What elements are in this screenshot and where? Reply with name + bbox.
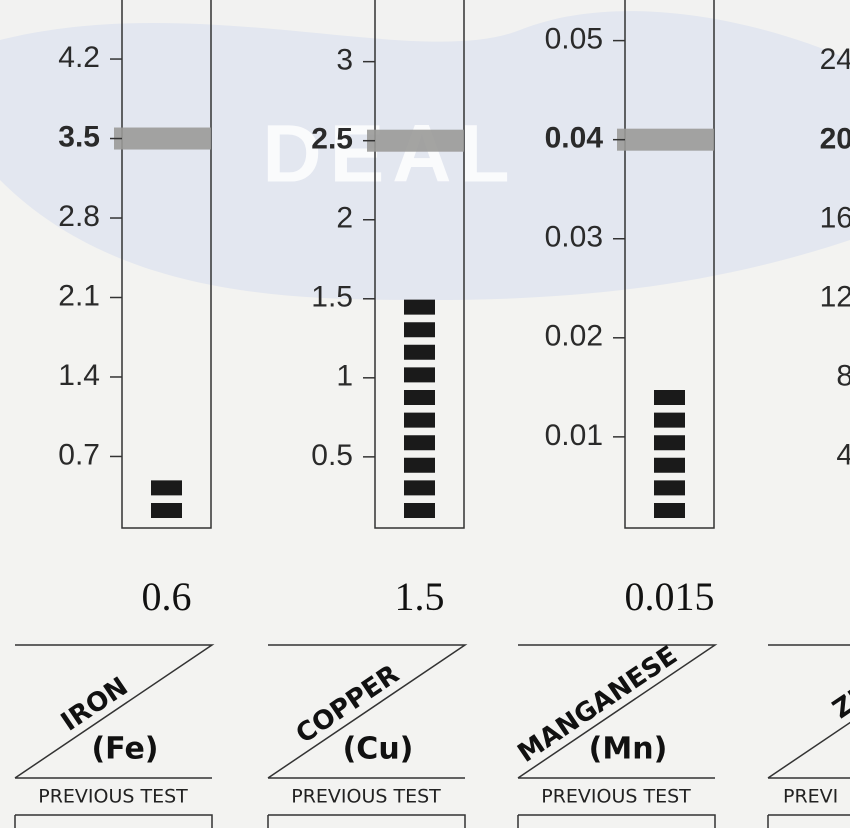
y-tick-label: 3 [336,44,353,77]
y-tick-label: 2 [336,202,353,235]
y-tick-label: 0.04 [545,122,604,155]
label-frame [517,644,718,828]
y-tick-label: 2.8 [58,200,100,233]
y-tick-label: 1.4 [58,359,100,392]
y-tick-label: 1.5 [311,281,353,314]
gauge-box [624,0,715,529]
label-frame [14,644,215,828]
reference-band [617,128,714,151]
element-name: IRON [56,672,134,738]
y-tick-label: 2.1 [58,279,100,312]
y-tick-label: 0.7 [58,438,100,471]
reference-band [114,127,211,150]
element-name: ZI [828,684,850,725]
y-tick-label: 8 [836,360,850,393]
gauge-box [121,0,212,529]
element-symbol: (Cu) [343,732,414,767]
value-label: 1.5 [395,574,445,619]
y-tick-label: 1 [336,360,353,393]
y-tick-label: 2.5 [311,123,353,156]
watermark-cut [0,0,850,60]
gauge-box [374,0,465,529]
y-tick-label: 0.03 [545,221,603,254]
y-tick-label: 4 [836,439,850,472]
level-bar [151,480,182,518]
reference-band [367,129,464,152]
label-frame [267,644,468,828]
y-tick-label: 0.05 [545,23,603,56]
footer-label: PREVIOUS TEST [38,786,188,808]
y-tick-label: 24 [820,43,850,76]
y-tick-label: 20 [820,122,850,155]
footer-label: PREVIOUS TEST [541,786,691,808]
y-tick-label: 12 [820,281,850,314]
element-symbol: (Fe) [91,732,158,767]
level-bar [654,390,685,518]
footer-label: PREVI [783,786,838,808]
y-tick-label: 16 [820,201,850,234]
y-tick-label: 3.5 [58,120,100,153]
watermark-text: DEAL [262,109,517,200]
y-tick-label: 0.02 [545,320,603,353]
y-tick-label: 0.5 [311,439,353,472]
value-label: 0.015 [625,574,715,619]
footer-label: PREVIOUS TEST [291,786,441,808]
element-symbol: (Mn) [589,732,668,767]
level-bar [404,299,435,518]
value-label: 0.6 [142,574,192,619]
y-tick-label: 4.2 [58,41,100,74]
y-tick-label: 0.01 [545,419,603,452]
